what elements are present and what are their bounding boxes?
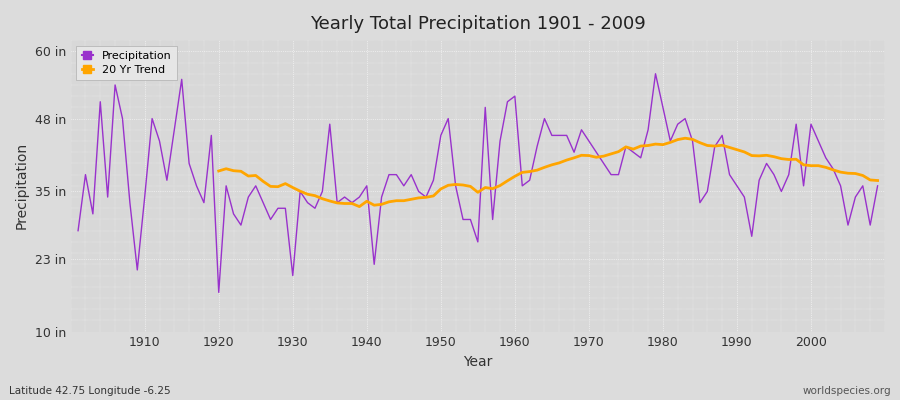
Text: worldspecies.org: worldspecies.org [803, 386, 891, 396]
X-axis label: Year: Year [464, 355, 492, 369]
Title: Yearly Total Precipitation 1901 - 2009: Yearly Total Precipitation 1901 - 2009 [310, 15, 645, 33]
Y-axis label: Precipitation: Precipitation [15, 142, 29, 230]
Text: Latitude 42.75 Longitude -6.25: Latitude 42.75 Longitude -6.25 [9, 386, 171, 396]
Legend: Precipitation, 20 Yr Trend: Precipitation, 20 Yr Trend [76, 46, 177, 80]
